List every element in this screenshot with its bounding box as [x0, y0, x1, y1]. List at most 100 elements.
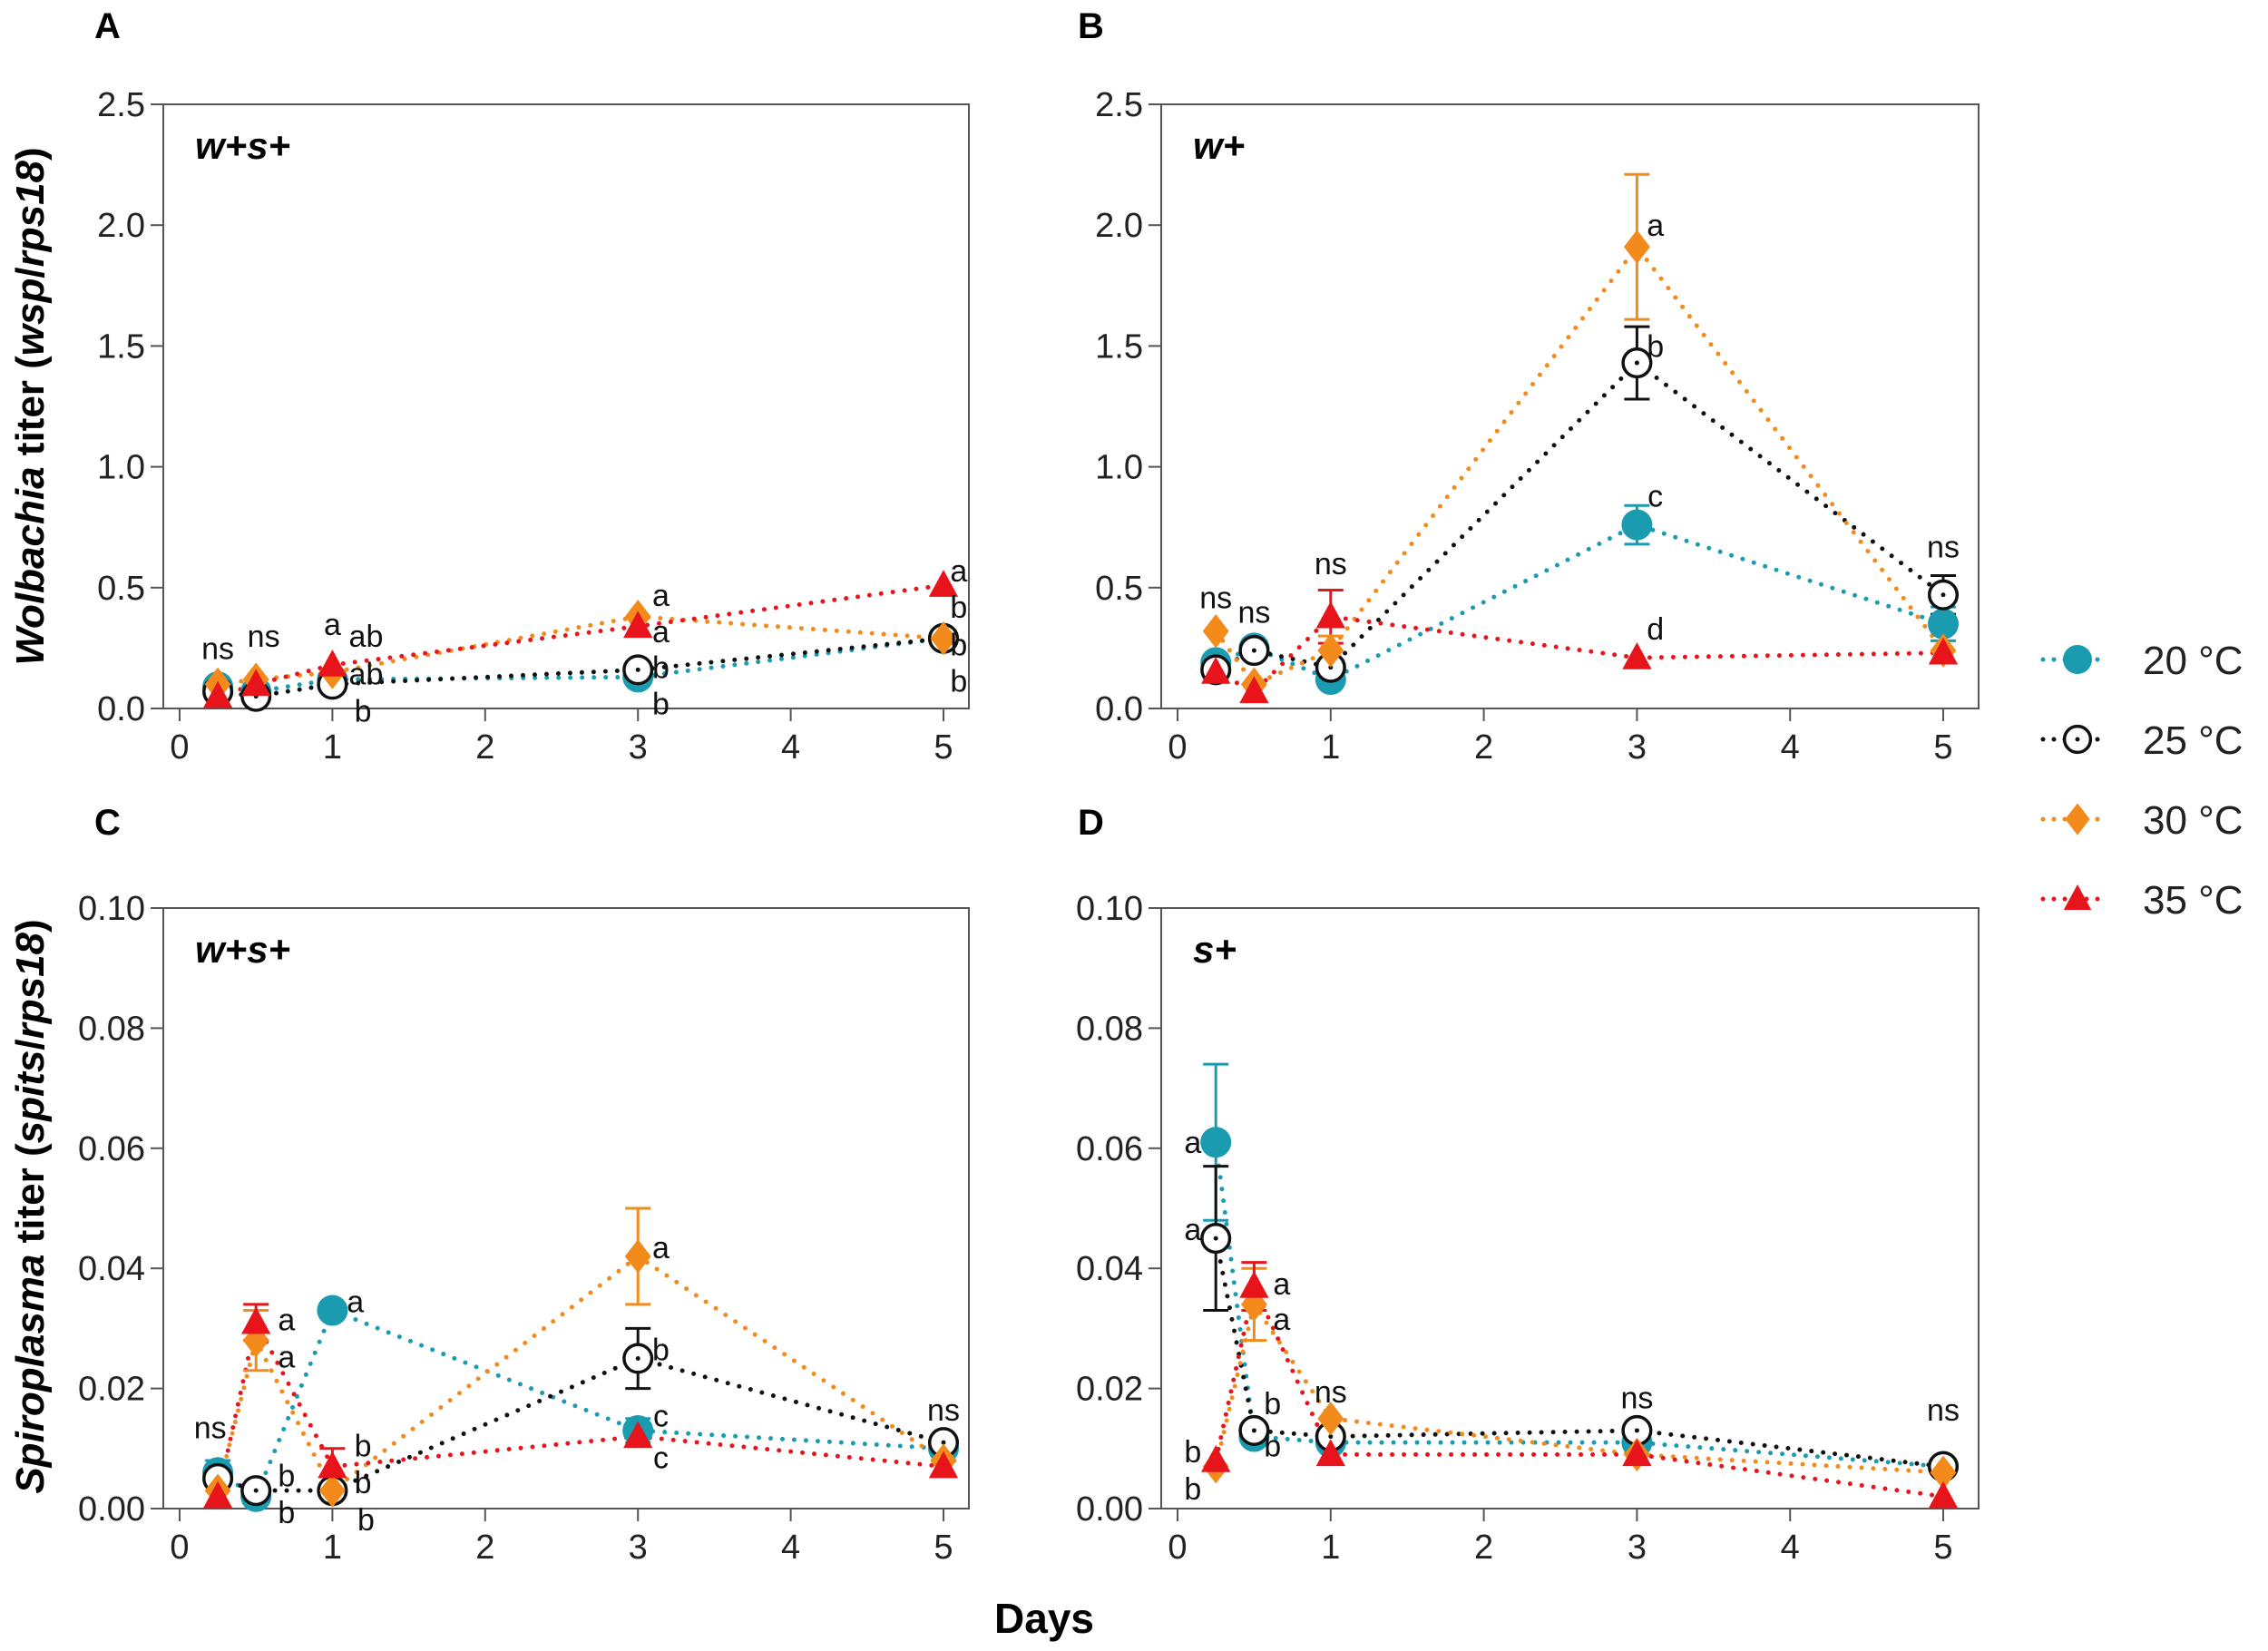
significance-label: ns	[1315, 547, 1347, 581]
data-point-35C	[928, 570, 959, 597]
significance-label: b	[1264, 1429, 1281, 1463]
x-tick-label: 0	[170, 1529, 189, 1567]
significance-label: a	[652, 1231, 670, 1265]
data-point-25C-dot	[253, 1488, 259, 1493]
legend-marker-filled-circle	[2063, 645, 2092, 674]
x-tick-label: 4	[1781, 728, 1800, 767]
data-point-20C	[1928, 608, 1959, 640]
data-point-35C	[1928, 637, 1959, 665]
data-point-35C	[1201, 1445, 1231, 1472]
panel-D: Ds+0.000.020.040.060.080.100 1 2 3 4 5aabbaab…	[1076, 803, 1980, 1567]
y-tick-label: 2.0	[97, 207, 145, 245]
x-tick-label: 0	[1168, 728, 1187, 767]
significance-label: b	[652, 688, 670, 722]
plot-frame	[1160, 907, 1980, 1509]
y-tick-label: 0.5	[97, 570, 145, 608]
data-point-35C	[318, 650, 347, 677]
data-point-35C	[318, 1451, 347, 1479]
plot-frame	[162, 907, 970, 1509]
significance-label: a	[652, 615, 670, 650]
data-point-30C	[624, 1239, 651, 1274]
x-tick-label: 0	[170, 728, 189, 767]
panel-letter: C	[94, 803, 121, 843]
panel-A: Aw+s+0.00.51.01.52.02.50 1 2 3 4 5ns ns a ababba…	[94, 6, 970, 767]
data-point-35C	[1928, 1480, 1959, 1509]
x-tick-label: 4	[1781, 1529, 1800, 1567]
data-point-25C-dot	[1634, 1428, 1639, 1433]
significance-label: ns	[1927, 1393, 1960, 1428]
data-point-35C	[623, 1421, 653, 1449]
y-tick-label: 0.10	[78, 890, 145, 928]
data-point-35C	[1622, 1439, 1652, 1467]
y-tick-label: 0.04	[1076, 1250, 1143, 1288]
data-point-30C	[1930, 1455, 1957, 1490]
significance-label: a	[1273, 1303, 1290, 1337]
plot-frame	[162, 103, 970, 709]
data-point-35C	[1315, 601, 1345, 629]
data-point-35C	[202, 680, 233, 708]
significance-label: b	[1184, 1472, 1201, 1507]
significance-label: b	[355, 695, 372, 729]
significance-label: c	[653, 1441, 669, 1476]
y-tick-label: 0.06	[1076, 1130, 1143, 1168]
significance-label: ns	[194, 1412, 227, 1446]
panel-C: Cw+s+0.000.020.040.060.080.100 1 2 3 4 5nsaab…	[78, 803, 970, 1567]
y-tick-label: 1.0	[1095, 449, 1143, 487]
data-point-20C	[317, 1294, 348, 1326]
panels: Aw+s+0.00.51.01.52.02.50 1 2 3 4 5ns ns a ababba…	[78, 6, 1980, 1567]
series-line-30C	[1213, 243, 1946, 688]
significance-label: ns	[201, 631, 234, 666]
significance-label: b	[950, 628, 967, 662]
y-axis-label-bottom: Spiroplasma titer (spits/rps18)	[8, 919, 53, 1493]
x-tick-label: 4	[781, 728, 800, 767]
data-point-25C-dot	[1328, 1434, 1334, 1440]
legend-label: 20 °C	[2143, 639, 2244, 683]
y-tick-label: 1.0	[97, 449, 145, 487]
legend-item: 35 °C	[2040, 878, 2244, 923]
y-tick-label: 1.5	[97, 327, 145, 366]
x-tick-label: 2	[475, 1529, 494, 1567]
x-axis-label: Days	[994, 1595, 1094, 1642]
significance-label: a	[278, 1341, 295, 1375]
panel-letter: B	[1078, 6, 1104, 46]
data-point-25C-dot	[1251, 648, 1256, 653]
x-tick-label: 0	[1168, 1529, 1187, 1567]
panel-inset-label: w+	[1193, 124, 1245, 167]
data-point-25C-dot	[635, 1356, 640, 1361]
significance-label: ns	[1237, 595, 1270, 630]
significance-label: c	[1647, 480, 1663, 514]
significance-label: ab	[349, 657, 384, 691]
x-tick-label: 5	[1933, 1529, 1952, 1567]
panel-letter: D	[1078, 803, 1104, 843]
significance-label: b	[278, 1460, 295, 1494]
significance-label: a	[1273, 1267, 1290, 1302]
significance-label: b	[950, 664, 967, 698]
significance-label: ns	[927, 1393, 960, 1428]
significance-label: b	[652, 651, 670, 686]
data-point-30C	[1317, 633, 1344, 668]
data-point-35C	[1239, 1271, 1269, 1298]
legend-marker-open-circle-dot-dot	[2075, 737, 2080, 742]
panel-inset-label: w+s+	[195, 928, 290, 971]
data-point-25C-dot	[1634, 360, 1639, 366]
data-point-30C	[242, 1323, 269, 1358]
significance-label: a	[652, 579, 670, 613]
y-tick-label: 0.00	[78, 1490, 145, 1529]
x-tick-label: 3	[629, 728, 648, 767]
data-point-30C	[1623, 230, 1650, 264]
y-tick-label: 0.02	[78, 1371, 145, 1409]
legend-item: 20 °C	[2040, 639, 2244, 683]
data-point-35C	[623, 611, 653, 639]
plot-frame	[1160, 103, 1980, 709]
legend: 20 °C 25 °C 30 °C 35 °C	[2040, 639, 2244, 923]
legend-label: 25 °C	[2143, 718, 2244, 763]
y-tick-label: 0.00	[1076, 1490, 1143, 1529]
significance-label: c	[653, 1399, 669, 1433]
data-point-35C	[241, 669, 271, 697]
panel-inset-label: w+s+	[195, 124, 290, 167]
data-point-35C	[202, 1480, 233, 1509]
data-point-25C-dot	[941, 1440, 946, 1445]
data-point-25C-dot	[1251, 1428, 1256, 1433]
x-tick-label: 3	[1628, 728, 1647, 767]
